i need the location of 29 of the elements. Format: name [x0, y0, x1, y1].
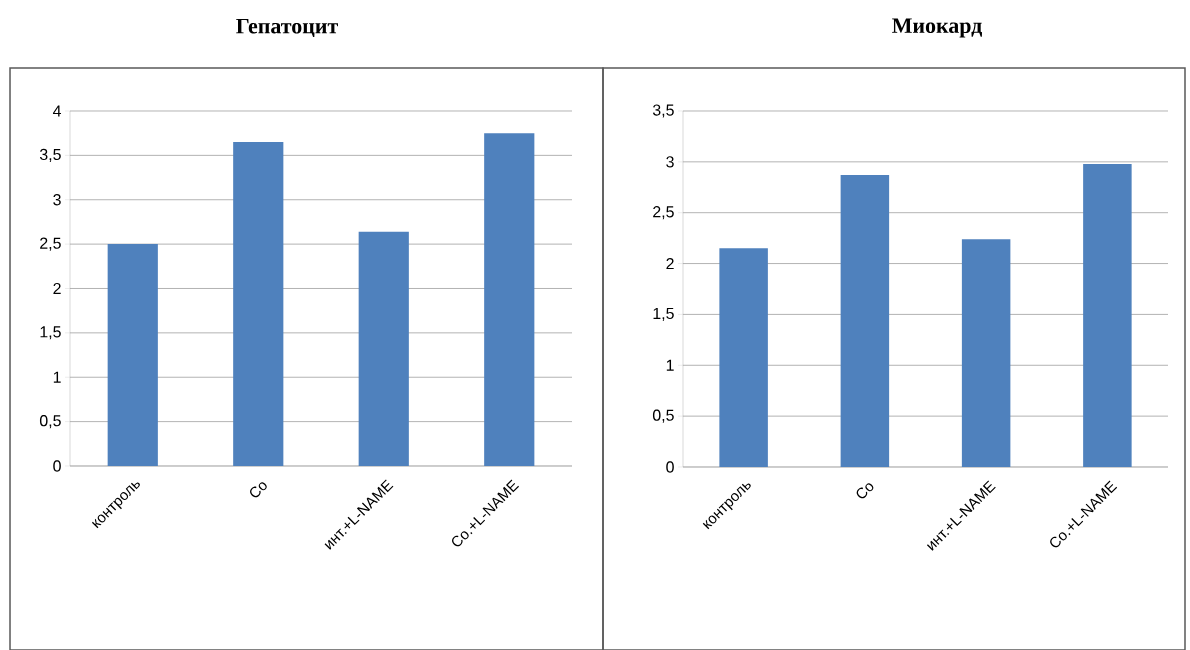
y-tick-label: 0: [53, 460, 61, 472]
y-tick-label: 3,5: [39, 148, 61, 162]
bar: [484, 133, 535, 466]
bar: [107, 244, 158, 466]
x-tick-label: Co: [856, 483, 874, 499]
y-tick-label: 2,5: [40, 237, 61, 251]
x-tick-label: Co: [250, 482, 267, 498]
y-tick-label: 1: [53, 371, 61, 383]
y-tick-label: 2,5: [653, 206, 674, 220]
bar: [233, 142, 284, 466]
y-tick-label: 0,5: [652, 409, 674, 423]
y-tick-label: 2: [666, 258, 674, 270]
bar: [719, 248, 768, 467]
chart-title: Гепатоцит: [236, 18, 338, 38]
bar: [358, 231, 409, 466]
y-tick-label: 1,5: [653, 307, 674, 321]
y-tick-label: 3,5: [652, 104, 674, 118]
bar: [961, 239, 1011, 467]
bar: [1083, 163, 1132, 467]
y-tick-label: 1: [666, 359, 674, 371]
y-tick-label: 3: [53, 194, 61, 206]
y-tick-label: 1,5: [40, 326, 61, 340]
y-tick-label: 0: [666, 461, 674, 473]
y-tick-label: 0,5: [39, 415, 61, 429]
chart-title: Миокард: [892, 18, 983, 38]
bar: [840, 175, 890, 467]
y-tick-label: 2: [53, 282, 61, 295]
y-tick-label: 4: [52, 105, 62, 117]
y-tick-label: 3: [666, 156, 674, 168]
